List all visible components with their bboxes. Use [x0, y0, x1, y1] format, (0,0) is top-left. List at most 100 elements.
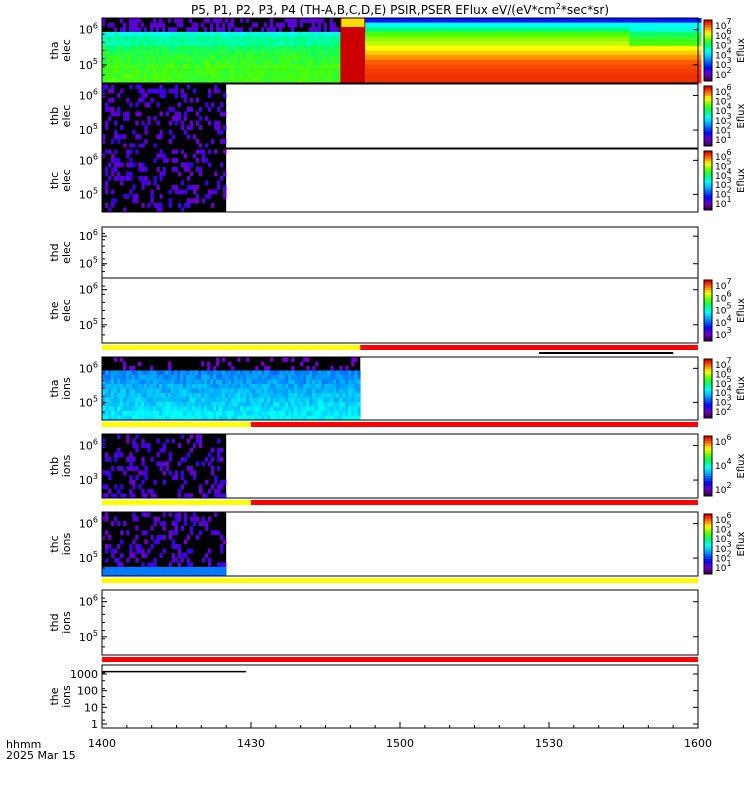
spectrogram-cell [131, 50, 136, 56]
spectrogram-cell [683, 78, 690, 84]
spectrogram-cell [345, 397, 349, 403]
spectrogram-cell [192, 375, 196, 380]
spectrogram-cell [143, 27, 148, 33]
colorbar-label: Eflux [736, 168, 747, 193]
spectrogram-cell [189, 447, 194, 453]
spectrogram-cell [336, 375, 340, 380]
chart-title: P5, P1, P2, P3, P4 (TH-A,B,C,D,E) PSIR,P… [191, 2, 609, 17]
spectrogram-cell [239, 36, 244, 42]
spectrogram-cell [671, 31, 678, 37]
spectrogram-cell [186, 452, 191, 458]
spectrogram-cell [635, 18, 642, 23]
spectrogram-cell [174, 93, 178, 98]
spectrogram-cell [635, 50, 642, 56]
spectrogram-cell [263, 73, 267, 79]
spectrogram-cell [123, 388, 127, 394]
spectrogram-cell [273, 397, 277, 403]
spectrogram-cell [162, 370, 166, 376]
spectrogram-cell [557, 27, 564, 33]
spectrogram-cell [261, 370, 265, 376]
spectrogram-cell [126, 153, 130, 159]
spectrogram-cell [174, 185, 178, 190]
spectrogram-cell [149, 45, 154, 51]
spectrogram-cell [449, 31, 456, 37]
spectrogram-cell [291, 406, 295, 412]
spectrogram-cell [263, 45, 267, 51]
spectrogram-cell [515, 36, 522, 42]
spectrogram-cell [314, 31, 318, 37]
spectrogram-cell [611, 18, 618, 23]
spectrogram-cell [327, 397, 331, 403]
spectrogram-cell [132, 162, 136, 168]
spectrogram-cell [102, 22, 106, 28]
spectrogram-cell [210, 402, 214, 407]
spectrogram-cell [641, 45, 648, 51]
spectrogram-cell [155, 31, 160, 37]
spectrogram-cell [191, 64, 196, 70]
spectrogram-cell [105, 125, 109, 130]
spectrogram-cell [605, 55, 612, 60]
spectrogram-cell [179, 64, 184, 70]
spectrogram-cell [354, 397, 358, 403]
spectrogram-cell [332, 50, 336, 56]
spectrogram-cell [527, 27, 534, 33]
spectrogram-cell [123, 55, 127, 60]
spectrogram-cell [203, 45, 208, 51]
spectrogram-cell [413, 69, 420, 74]
spectrogram-cell [205, 143, 209, 149]
spectrogram-cell [321, 370, 325, 376]
spectrogram-cell [425, 73, 432, 79]
spectrogram-cell [659, 69, 666, 74]
spectrogram-cell [174, 388, 178, 394]
spectrogram-cell [300, 406, 304, 412]
spectrogram-cell [279, 411, 283, 416]
spectrogram-cell [291, 370, 295, 376]
spectrogram-cell [230, 69, 235, 74]
spectrogram-cell [135, 434, 139, 439]
spectrogram-cell [180, 180, 184, 186]
spectrogram-cell [308, 45, 312, 51]
spectrogram-cell [186, 393, 190, 398]
spectrogram-cell [299, 50, 303, 56]
spectrogram-cell [173, 69, 178, 74]
spectrogram-cell [156, 203, 160, 208]
spectrogram-cell [123, 207, 127, 213]
spectrogram-cell [192, 153, 197, 159]
spectrogram-cell [152, 64, 157, 70]
spectrogram-cell [174, 379, 178, 385]
spectrogram-cell [156, 438, 160, 444]
spectrogram-cell [192, 397, 196, 403]
spectrogram-cell [593, 50, 600, 56]
spectrogram-cell [225, 402, 229, 407]
spectrogram-cell [312, 375, 316, 380]
spectrogram-cell [141, 406, 145, 412]
spectrogram-cell [260, 64, 264, 70]
spectrogram-cell [647, 45, 654, 51]
spectrogram-cell [155, 41, 160, 47]
spectrogram-cell [114, 36, 118, 42]
spectrogram-cell [215, 59, 220, 65]
spectrogram-cell [671, 41, 678, 47]
spectrogram-cell [272, 55, 276, 60]
spectrogram-cell [135, 411, 139, 416]
spectrogram-cell [243, 393, 247, 398]
spectrogram-cell [138, 162, 142, 168]
spectrogram-cell [111, 189, 115, 195]
spectrogram-cell [467, 27, 474, 33]
spectrogram-cell [165, 461, 169, 467]
spectrogram-cell [183, 393, 187, 398]
spectrogram-cell [176, 22, 181, 28]
spectrogram-cell [321, 375, 325, 380]
spectrogram-cell [180, 406, 184, 412]
y-tick-label: 105 [79, 122, 98, 137]
spectrogram-cell [329, 36, 333, 42]
spectrogram-cell [228, 393, 232, 398]
spectrogram-cell [545, 45, 552, 51]
spectrogram-cell [327, 379, 331, 385]
spectrogram-cell [320, 18, 324, 23]
spectrogram-cell [114, 64, 118, 70]
spectrogram-cell [216, 388, 220, 394]
spectrogram-cell [317, 31, 321, 37]
spectrogram-cell [147, 447, 151, 453]
spectrogram-cell [176, 55, 181, 60]
